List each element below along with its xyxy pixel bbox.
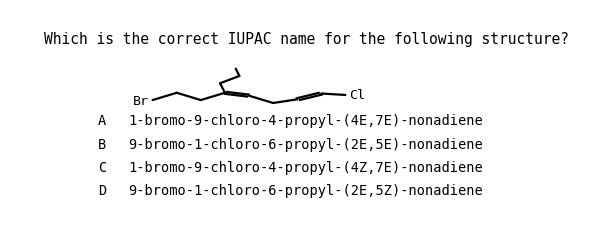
Text: Cl: Cl [349, 89, 365, 102]
Text: Which is the correct IUPAC name for the following structure?: Which is the correct IUPAC name for the … [44, 32, 569, 47]
Text: C: C [98, 160, 106, 174]
Text: B: B [98, 138, 106, 152]
Text: Br: Br [133, 94, 149, 107]
Text: 1-bromo-9-chloro-4-propyl-(4Z,7E)-nonadiene: 1-bromo-9-chloro-4-propyl-(4Z,7E)-nonadi… [128, 160, 483, 174]
Text: D: D [98, 183, 106, 197]
Text: 9-bromo-1-chloro-6-propyl-(2E,5E)-nonadiene: 9-bromo-1-chloro-6-propyl-(2E,5E)-nonadi… [128, 138, 483, 152]
Text: A: A [98, 114, 106, 128]
Text: 9-bromo-1-chloro-6-propyl-(2E,5Z)-nonadiene: 9-bromo-1-chloro-6-propyl-(2E,5Z)-nonadi… [128, 183, 483, 197]
Text: 1-bromo-9-chloro-4-propyl-(4E,7E)-nonadiene: 1-bromo-9-chloro-4-propyl-(4E,7E)-nonadi… [128, 114, 483, 128]
